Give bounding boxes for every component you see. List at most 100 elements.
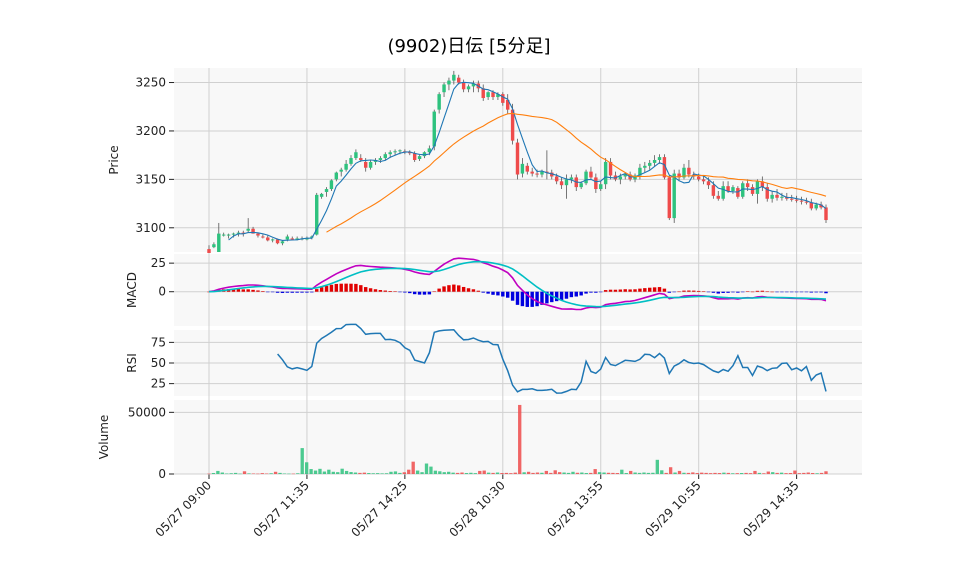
candle-body — [354, 152, 358, 159]
volume-bar — [522, 472, 526, 474]
macd-hist-bar — [236, 289, 241, 292]
macd-hist-bar — [447, 285, 451, 292]
volume-bar — [788, 473, 793, 474]
macd-hist-bar — [799, 291, 804, 293]
volume-bar — [376, 473, 380, 474]
macd-hist-bar — [657, 287, 662, 292]
volume-bar — [717, 473, 722, 474]
volume-bar — [500, 473, 504, 474]
price-tick-label: 3200 — [135, 124, 166, 138]
candle-body — [505, 99, 510, 110]
candle-body — [217, 233, 221, 252]
volume-bar — [602, 472, 606, 474]
volume-bar — [340, 468, 344, 474]
volume-bar — [238, 473, 242, 475]
volume-bar — [660, 470, 664, 474]
macd-hist-bar — [251, 289, 255, 292]
macd-hist-bar — [726, 291, 730, 293]
candle-body — [750, 187, 755, 194]
volume-bar — [207, 473, 211, 475]
volume-bar — [544, 470, 549, 474]
candle-body — [550, 172, 554, 177]
candle-body — [731, 187, 735, 191]
volume-bar — [775, 472, 779, 474]
candle-body — [824, 207, 828, 221]
candle-body — [491, 92, 495, 98]
macd-hist-bar — [408, 291, 412, 294]
volume-bar — [611, 472, 615, 474]
macd-hist-bar — [427, 291, 432, 295]
candle-body — [716, 195, 720, 199]
macd-hist-bar — [633, 289, 637, 292]
volume-bar — [651, 472, 655, 474]
candle-body — [770, 194, 774, 199]
chart-title: (9902)日伝 [5分足] — [387, 36, 550, 57]
volume-bar — [362, 472, 367, 474]
rsi-axis-label: RSI — [125, 353, 139, 373]
volume-bar — [784, 473, 788, 474]
volume-bar — [265, 473, 269, 475]
macd-hist-bar — [599, 291, 603, 293]
volume-bar — [682, 472, 686, 474]
x-tick-label: 05/27 09:00 — [153, 478, 215, 540]
rsi-tick-label: 25 — [151, 377, 166, 391]
macd-hist-bar — [623, 289, 627, 292]
candle-body — [623, 174, 627, 177]
volume-bar — [353, 472, 358, 474]
volume-bar — [571, 471, 575, 474]
candle-body — [270, 239, 275, 241]
macd-hist-bar — [486, 291, 490, 294]
volume-bar — [655, 459, 659, 474]
macd-hist-bar — [741, 291, 745, 293]
volume-bar — [402, 472, 406, 474]
volume-bar — [819, 472, 824, 474]
volume-bar — [282, 473, 287, 475]
volume-bar — [242, 471, 247, 474]
macd-hist-bar — [545, 291, 549, 304]
macd-hist-bar — [324, 285, 329, 292]
candle-body — [393, 151, 397, 153]
candle-body — [726, 186, 730, 191]
candle-body — [510, 109, 515, 141]
volume-bar — [806, 472, 810, 474]
macd-hist-bar — [241, 289, 245, 292]
volume-bar — [491, 472, 495, 474]
volume-bar — [415, 470, 420, 474]
price-tick-label: 3100 — [135, 221, 166, 235]
candle-body — [344, 163, 348, 170]
candle-body — [520, 163, 525, 174]
volume-bar — [606, 472, 611, 474]
macd-hist-bar — [794, 291, 799, 293]
volume-bar — [562, 472, 566, 474]
candle-body — [359, 158, 363, 160]
volume-bar — [624, 473, 628, 474]
macd-tick-label: 25 — [151, 256, 166, 270]
volume-bar — [433, 470, 438, 474]
candle-body — [809, 202, 814, 209]
volume-bar — [229, 473, 233, 474]
candle-body — [775, 194, 779, 198]
candle-body — [373, 160, 378, 162]
volume-bar — [233, 472, 238, 474]
volume-tick-label: 0 — [158, 467, 166, 481]
candle-body — [466, 86, 471, 90]
macd-hist-bar — [804, 291, 809, 293]
candle-body — [481, 88, 485, 99]
macd-hist-bar — [692, 290, 696, 292]
candle-body — [442, 84, 446, 93]
volume-bar — [722, 472, 726, 474]
macd-hist-bar — [354, 283, 358, 292]
candle-body — [378, 158, 383, 160]
macd-hist-bar — [648, 287, 652, 292]
candle-body — [589, 171, 593, 178]
volume-bar — [797, 473, 802, 474]
volume-bar — [296, 473, 300, 474]
volume-bar — [762, 473, 766, 474]
candle-body — [794, 199, 799, 201]
macd-hist-bar — [256, 290, 260, 292]
candle-body — [256, 233, 260, 236]
volume-bar — [580, 472, 584, 474]
volume-bar — [553, 470, 557, 474]
macd-hist-bar — [574, 291, 578, 297]
candle-body — [285, 236, 290, 240]
